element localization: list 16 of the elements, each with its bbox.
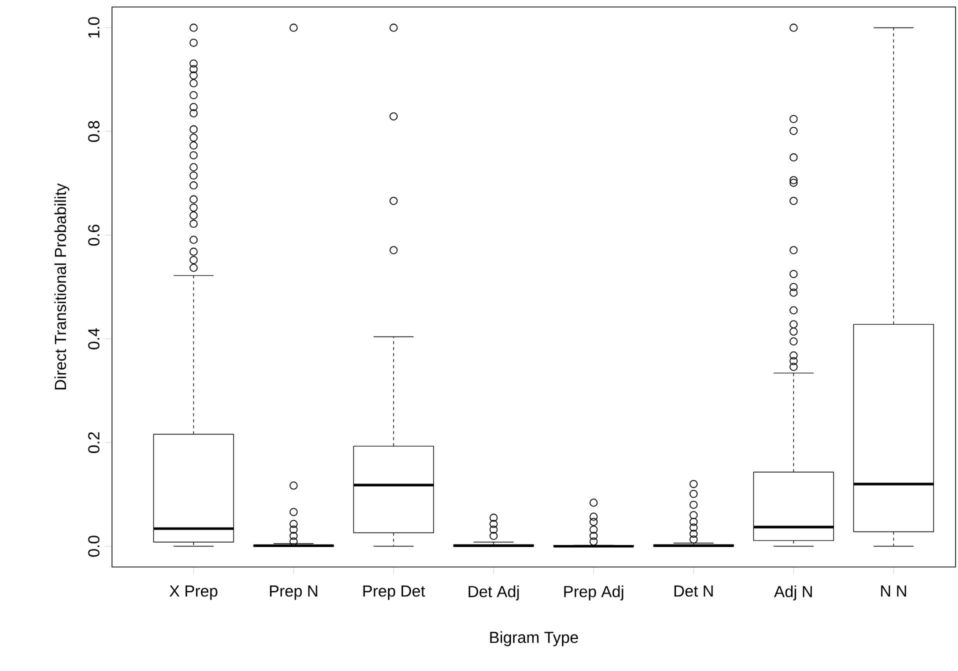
x-tick-label: Prep Det xyxy=(363,586,426,600)
y-tick-label: 0.8 xyxy=(88,121,100,142)
y-tick-label: 0.6 xyxy=(88,224,100,246)
y-tick-label: 0.4 xyxy=(88,328,100,350)
x-tick-label: X Prep xyxy=(170,586,218,600)
y-tick-label: 1.0 xyxy=(88,17,100,38)
x-tick-label: Prep Adj xyxy=(564,586,624,600)
x-axis-title: Bigram Type xyxy=(490,631,578,646)
y-tick-label: 0.2 xyxy=(88,432,100,454)
x-tick-label: Adj N xyxy=(774,586,812,600)
y-tick-label: 0.0 xyxy=(88,536,100,557)
y-axis-title: Direct Transitional Probability xyxy=(54,183,70,390)
x-tick-label: Prep N xyxy=(270,586,318,600)
x-tick-label: N N xyxy=(881,586,906,597)
x-tick-label: Det Adj xyxy=(468,586,519,600)
x-tick-label: Det N xyxy=(674,586,713,597)
